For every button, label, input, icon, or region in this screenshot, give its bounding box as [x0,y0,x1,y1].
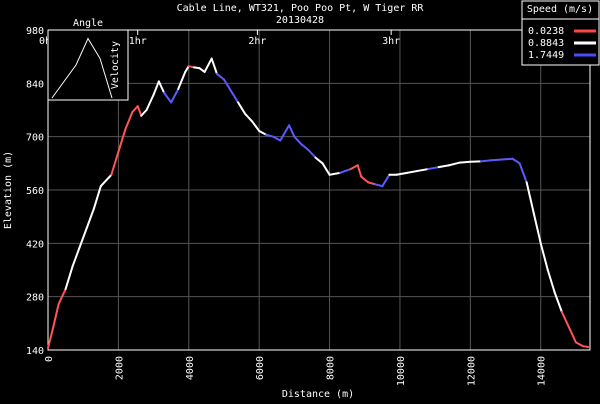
y-tick-label: 700 [26,133,44,144]
y-tick-label: 840 [26,79,44,90]
inset-title: Angle [73,18,103,29]
x-axis-label: Distance (m) [282,389,354,400]
elevation-segment [481,160,492,161]
x-tick-label: 2000 [114,356,125,380]
x-tick-label: 4000 [185,356,196,380]
legend-label-slow: 0.0238 [528,26,564,37]
x-tick-label: 12000 [466,356,477,386]
top-tick-label: 3hr [382,36,400,47]
speed-legend: Speed (m/s) 0.0238 0.8843 1.7449 [522,1,599,65]
x-tick-label: 0 [44,356,55,362]
y-tick-label: 140 [26,346,44,357]
elevation-segment [583,346,588,347]
x-tick-label: 14000 [537,356,548,386]
top-tick-label: 1hr [129,36,147,47]
x-tick-label: 6000 [255,356,266,380]
top-tick-label: 2hr [248,36,266,47]
x-tick-label: 8000 [326,356,337,380]
legend-title: Speed (m/s) [527,4,593,15]
y-tick-label: 420 [26,239,44,250]
chart-title: Cable Line, WT321, Poo Poo Pt, W Tiger R… [177,3,425,14]
y-axis-label: Elevation (m) [3,151,14,229]
y-tick-label: 560 [26,186,44,197]
legend-label-medium: 0.8843 [528,38,564,49]
legend-label-fast: 1.7449 [528,50,564,61]
chart-subtitle: 20130428 [276,15,324,26]
y-tick-label: 280 [26,293,44,304]
angle-velocity-inset: Angle Velocity [48,18,128,100]
elevation-segment [502,159,513,160]
inset-ylabel: Velocity [110,41,121,89]
x-tick-label: 10000 [396,356,407,386]
elevation-segment [460,162,471,163]
elevation-segment [491,160,502,161]
